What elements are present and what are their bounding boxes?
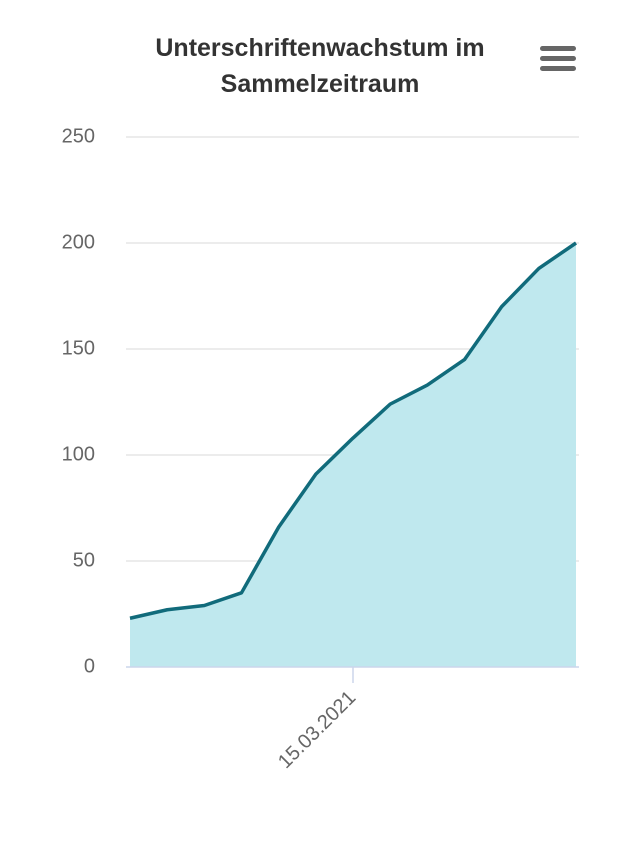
line — [129, 241, 577, 620]
y-tick-label: 0 — [84, 655, 95, 677]
y-tick-label: 200 — [62, 231, 95, 253]
y-tick-label: 150 — [62, 337, 95, 359]
chart-title: Unterschriftenwachstum im Sammelzeitraum — [155, 34, 485, 98]
area-fill — [130, 243, 576, 667]
x-tick-label: 15.03.2021 — [274, 687, 360, 773]
menu-button[interactable] — [540, 46, 576, 74]
y-tick-label: 50 — [73, 549, 95, 571]
y-tick-label: 100 — [62, 443, 95, 465]
y-tick-label: 250 — [62, 125, 95, 147]
